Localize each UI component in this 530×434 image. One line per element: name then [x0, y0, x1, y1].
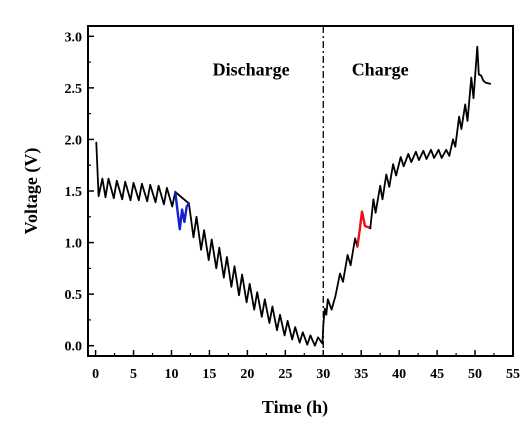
y-tick-label: 1.0 [65, 237, 83, 252]
series-line-1 [174, 190, 191, 231]
x-axis-title: Time (h) [262, 397, 328, 418]
x-tick-label: 55 [506, 367, 520, 382]
series-line-3 [369, 45, 492, 230]
x-tick-label: 30 [316, 367, 330, 382]
x-tick-label: 20 [240, 367, 254, 382]
y-tick-label: 3.0 [65, 30, 83, 45]
x-tick-label: 50 [468, 367, 482, 382]
y-tick-label: 0.5 [65, 288, 83, 303]
annotation-charge: Charge [352, 60, 409, 80]
series-line-0 [95, 141, 359, 347]
x-tick-label: 15 [202, 367, 216, 382]
x-tick-label: 40 [392, 367, 406, 382]
y-tick-label: 2.0 [65, 133, 83, 148]
x-tick-label: 5 [130, 367, 137, 382]
y-axis-title: Voltage (V) [21, 148, 42, 235]
annotation-discharge: Discharge [213, 60, 290, 80]
y-tick-label: 1.5 [65, 185, 83, 200]
series-line-2 [356, 210, 372, 248]
x-tick-label: 45 [430, 367, 444, 382]
x-tick-label: 10 [164, 367, 178, 382]
y-tick-label: 2.5 [65, 82, 83, 97]
x-tick-label: 0 [92, 367, 99, 382]
y-tick-label: 0.0 [65, 340, 83, 355]
x-tick-label: 35 [354, 367, 368, 382]
x-tick-label: 25 [278, 367, 292, 382]
